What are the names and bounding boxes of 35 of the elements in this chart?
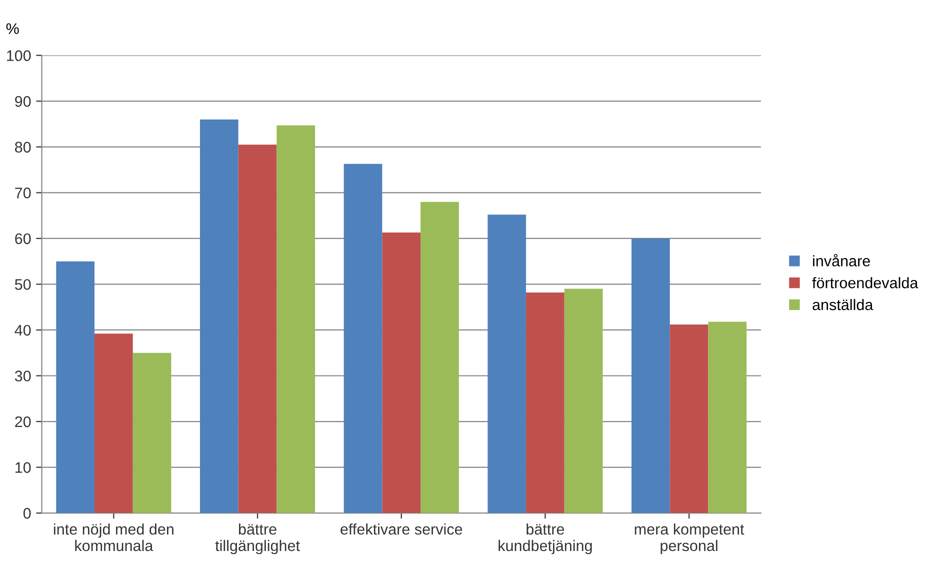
bar <box>56 261 94 514</box>
x-tick-label: inte nöjd med den kommunala <box>54 523 174 552</box>
bar <box>708 322 747 514</box>
bar <box>488 214 526 514</box>
y-tick-label: 70 <box>15 188 31 198</box>
y-tick-label: 40 <box>14 324 31 336</box>
x-tick-label: effektivare service <box>340 523 462 535</box>
y-tick-label: 100 <box>7 50 31 62</box>
legend-label: anställda <box>812 298 874 310</box>
bar <box>238 144 277 514</box>
y-tick-label: 60 <box>15 233 31 244</box>
bar <box>382 232 421 514</box>
y-tick-label: 80 <box>15 142 31 153</box>
bar <box>632 238 670 514</box>
legend-label: invånare <box>813 254 870 266</box>
y-tick-label: 10 <box>16 462 31 473</box>
y-tick-label: 50 <box>14 279 31 290</box>
bar <box>94 334 133 514</box>
y-axis-title: % <box>6 23 19 34</box>
bar <box>526 292 564 514</box>
bar <box>670 324 708 514</box>
bar <box>420 202 459 514</box>
bar <box>132 352 172 514</box>
y-tick-label: 0 <box>23 508 31 519</box>
y-tick-label: 30 <box>14 370 31 382</box>
bar <box>276 125 316 514</box>
x-tick-label: mera kompetent personal <box>634 523 744 554</box>
bar <box>564 288 603 514</box>
x-tick-label: bättre tillgänglighet <box>215 523 300 554</box>
y-tick-label: 90 <box>15 96 31 107</box>
bar <box>200 119 238 514</box>
y-tick-label: 20 <box>15 416 31 428</box>
bar <box>344 164 382 514</box>
x-tick-label: bättre kundbetjäning <box>498 523 592 554</box>
legend-label: förtroendevalda <box>812 277 918 288</box>
